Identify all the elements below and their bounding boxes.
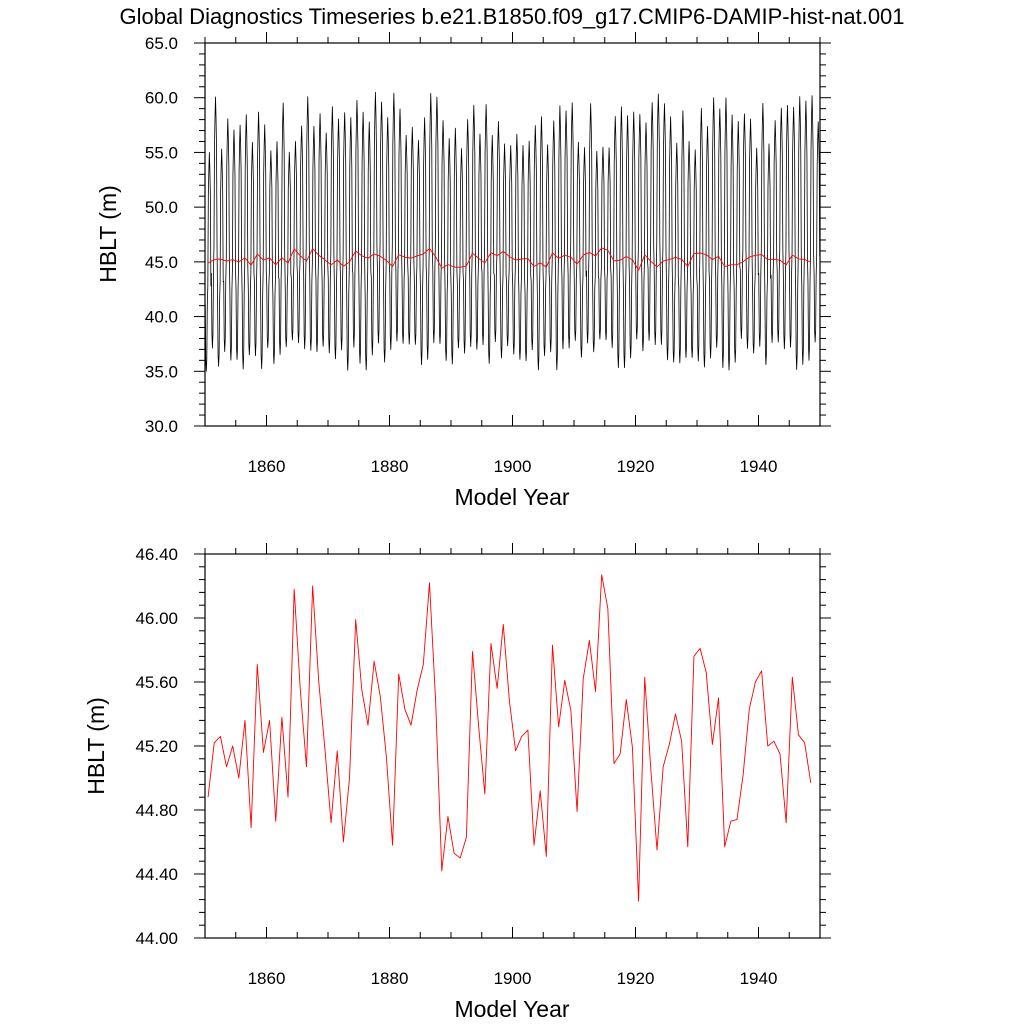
top-panel: 1860 1880 1900 1920 1940 30.0 35.0 40.0 45.0 50.0…: [95, 32, 831, 510]
x-tick-label: 1880: [371, 969, 409, 988]
y-tick-label: 45.0: [145, 253, 178, 272]
x-tick-label: 1900: [494, 969, 532, 988]
y-tick-label: 44.40: [135, 865, 178, 884]
bottom-panel-y-axis-label: HBLT (m): [83, 697, 109, 795]
y-tick-label: 65.0: [145, 34, 178, 53]
y-tick-label: 55.0: [145, 143, 178, 162]
chart-title: Global Diagnostics Timeseries b.e21.B185…: [119, 4, 904, 29]
x-tick-label: 1940: [740, 457, 778, 476]
top-panel-x-axis-label: Model Year: [454, 484, 569, 510]
top-panel-series: [204, 91, 821, 372]
y-tick-label: 44.00: [135, 929, 178, 948]
y-tick-label: 45.20: [135, 737, 178, 756]
x-tick-label: 1940: [740, 969, 778, 988]
y-tick-label: 35.0: [145, 362, 178, 381]
top-panel-ticks: 1860 1880 1900 1920 1940 30.0 35.0 40.0 45.0 50.0…: [145, 32, 831, 476]
y-tick-label: 60.0: [145, 89, 178, 108]
x-tick-label: 1880: [371, 457, 409, 476]
bottom-panel-ticks: 1860 1880 1900 1920 1940 44.00 44.40 44.80 45.20…: [135, 543, 831, 988]
x-tick-label: 1900: [494, 457, 532, 476]
bottom-panel-series: [207, 574, 812, 902]
y-tick-label: 44.80: [135, 801, 178, 820]
bottom-panel-frame: [204, 553, 821, 939]
bottom-panel-x-axis-label: Model Year: [454, 996, 569, 1022]
y-tick-label: 46.40: [135, 545, 178, 564]
y-tick-label: 45.60: [135, 673, 178, 692]
series-line-annual: [207, 574, 812, 902]
top-panel-y-axis-label: HBLT (m): [95, 185, 121, 283]
bottom-panel: 1860 1880 1900 1920 1940 44.00 44.40 44.80 45.20…: [83, 543, 831, 1022]
y-tick-label: 30.0: [145, 417, 178, 436]
y-tick-label: 40.0: [145, 308, 178, 327]
x-tick-label: 1920: [617, 457, 655, 476]
y-tick-label: 50.0: [145, 198, 178, 217]
x-tick-label: 1860: [248, 457, 286, 476]
y-tick-label: 46.00: [135, 609, 178, 628]
x-tick-label: 1860: [248, 969, 286, 988]
x-tick-label: 1920: [617, 969, 655, 988]
series-line-annual: [207, 247, 811, 271]
series-line-monthly: [204, 91, 821, 372]
